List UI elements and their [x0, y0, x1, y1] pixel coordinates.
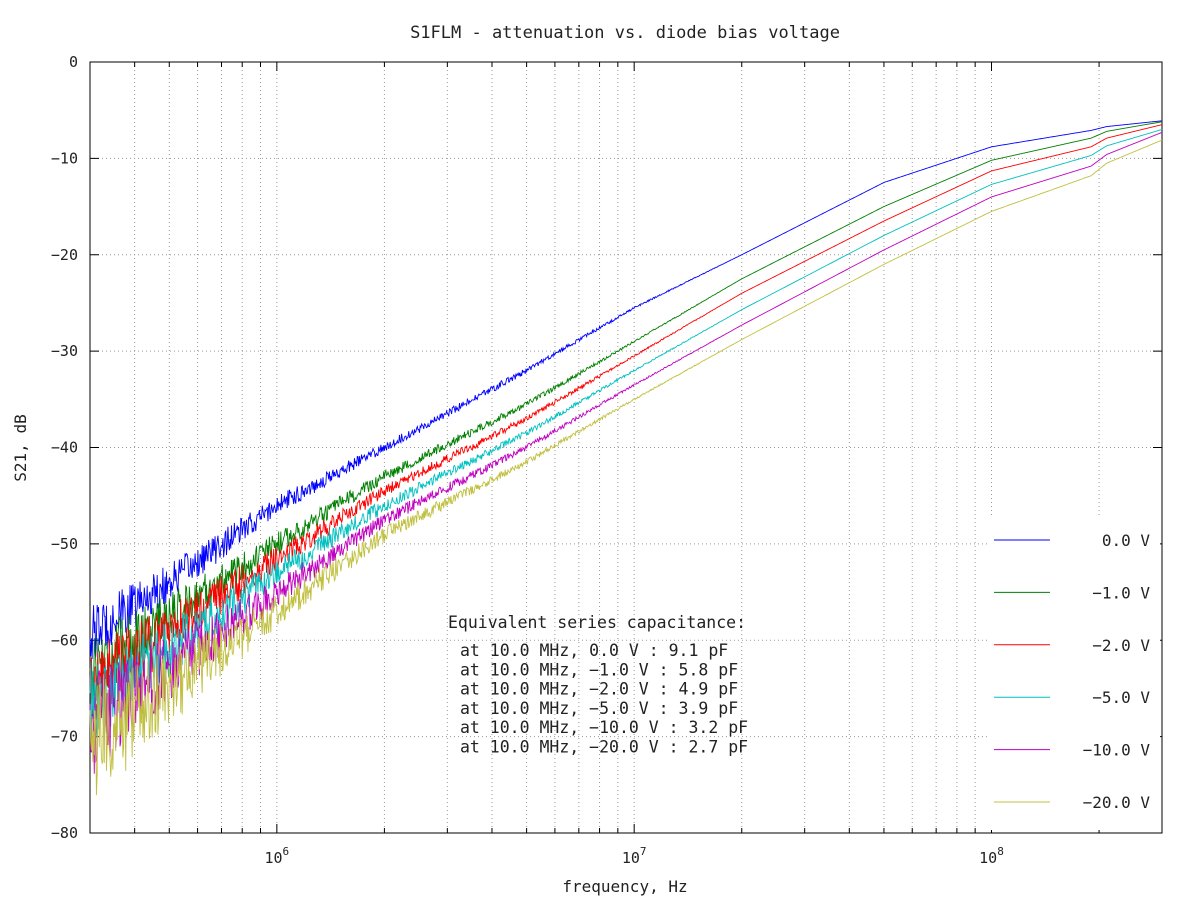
y-tick-label: −70 — [51, 728, 78, 746]
legend-label: −2.0 V — [1092, 636, 1150, 655]
legend-label: −20.0 V — [1083, 793, 1151, 812]
annotation-line: at 10.0 MHz, −20.0 V : 2.7 pF — [460, 738, 748, 757]
chart-title: S1FLM - attenuation vs. diode bias volta… — [410, 23, 840, 43]
series-line — [89, 129, 1163, 750]
legend: 0.0 V −1.0 V −2.0 V −5.0 V −10.0 V −20.0 V — [988, 518, 1160, 830]
axis-ticks: 0 −10 −20 −30 −40 −50 −60 −70 −80 106 107 108 — [51, 53, 1162, 867]
legend-background — [988, 518, 1160, 830]
series-line — [89, 131, 1163, 774]
annotation-line: at 10.0 MHz, −1.0 V : 5.8 pF — [460, 660, 738, 679]
legend-label: −10.0 V — [1083, 741, 1151, 760]
series-line — [89, 120, 1163, 659]
x-tick-label: 106 — [264, 845, 289, 867]
series-lines — [89, 120, 1163, 796]
y-tick-label: −60 — [51, 631, 78, 649]
annotation-line: at 10.0 MHz, 0.0 V : 9.1 pF — [460, 641, 728, 660]
y-tick-label: −50 — [51, 535, 78, 553]
y-tick-label: −10 — [51, 149, 78, 167]
grid — [90, 62, 1162, 833]
annotation-line: at 10.0 MHz, −10.0 V : 3.2 pF — [460, 718, 748, 737]
y-tick-label: −40 — [51, 439, 78, 457]
annotation-title: Equivalent series capacitance: — [448, 613, 746, 632]
series-line — [89, 139, 1163, 796]
x-tick-label: 108 — [979, 845, 1004, 867]
x-tick-label: 107 — [622, 845, 647, 867]
y-tick-label: −80 — [51, 824, 78, 842]
series-line — [89, 124, 1163, 720]
series-line — [89, 121, 1163, 701]
annotation-line: at 10.0 MHz, −5.0 V : 3.9 pF — [460, 699, 738, 718]
x-axis-label: frequency, Hz — [562, 877, 687, 896]
y-axis-label: S21, dB — [11, 414, 30, 481]
legend-label: 0.0 V — [1102, 531, 1151, 550]
y-tick-label: −30 — [51, 342, 78, 360]
legend-label: −5.0 V — [1092, 688, 1150, 707]
y-tick-label: 0 — [69, 53, 78, 71]
legend-label: −1.0 V — [1092, 583, 1150, 602]
y-tick-label: −20 — [51, 246, 78, 264]
annotation-line: at 10.0 MHz, −2.0 V : 4.9 pF — [460, 680, 738, 699]
capacitance-annotation: Equivalent series capacitance: at 10.0 MH… — [448, 613, 748, 757]
